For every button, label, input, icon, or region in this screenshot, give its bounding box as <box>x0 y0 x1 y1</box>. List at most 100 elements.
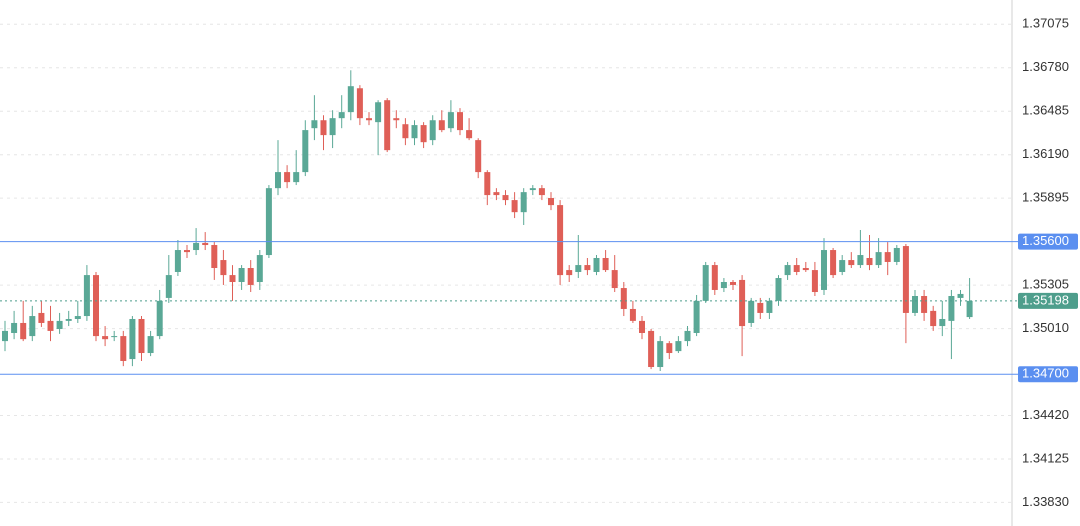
candle-body <box>666 343 673 354</box>
candle-body <box>65 318 72 321</box>
y-tick-label: 1.34125 <box>1022 450 1069 465</box>
candle-body <box>493 192 500 196</box>
candle-body <box>120 336 127 361</box>
y-tick-label: 1.35305 <box>1022 277 1069 292</box>
y-tick-label: 1.36780 <box>1022 59 1069 74</box>
candle-body <box>757 302 764 313</box>
candle-body <box>56 320 63 330</box>
candle-body <box>702 265 709 301</box>
line-label-box <box>1018 366 1078 383</box>
candle-body <box>338 112 345 119</box>
candle-body <box>684 330 691 342</box>
candle-body <box>275 172 281 189</box>
candle-body <box>511 200 518 213</box>
candle-body <box>639 320 645 333</box>
candle-body <box>256 255 263 283</box>
candle-body <box>830 250 837 276</box>
candle-body <box>720 282 727 289</box>
candle-body <box>711 265 718 290</box>
candle-body <box>557 205 564 276</box>
candle-body <box>675 341 682 352</box>
candle-body <box>129 318 136 360</box>
price-label-box <box>1018 292 1078 309</box>
candle-body <box>202 242 209 246</box>
candle-body <box>375 102 382 123</box>
candle-body <box>29 316 36 337</box>
candle-body <box>147 336 154 354</box>
candle-body <box>839 260 846 272</box>
candle-body <box>775 278 782 301</box>
candle-body <box>548 198 554 206</box>
candle-body <box>284 172 291 183</box>
candle-body <box>520 192 527 213</box>
candle-body <box>411 125 418 139</box>
candle-body <box>857 255 864 266</box>
candle-body <box>38 312 45 323</box>
candle-body <box>629 308 636 321</box>
candle-body <box>730 282 736 285</box>
candle-body <box>47 320 54 331</box>
line-label: 1.35600 <box>1022 233 1069 248</box>
candle-body <box>739 279 746 327</box>
line-label-box <box>1018 233 1078 250</box>
y-tick-label: 1.35010 <box>1022 320 1069 335</box>
candle-body <box>238 268 245 283</box>
candle-body <box>320 120 327 136</box>
candle-body <box>247 268 254 285</box>
candle-body <box>229 275 236 283</box>
candle-body <box>11 322 18 333</box>
candle-body <box>893 247 900 262</box>
candle-body <box>438 120 445 131</box>
candle-body <box>484 172 491 196</box>
candle-body <box>384 100 391 151</box>
line-label: 1.34700 <box>1022 366 1069 381</box>
candle-body <box>402 124 409 139</box>
candle-body <box>784 265 791 276</box>
candle-body <box>347 86 354 113</box>
candle-body <box>966 300 973 318</box>
candle-body <box>912 296 918 313</box>
candle-body <box>793 265 800 272</box>
candle-body <box>329 118 336 136</box>
candle-body <box>811 270 818 293</box>
candle-body <box>930 310 937 327</box>
candle-body <box>766 300 773 313</box>
candle-body <box>111 336 118 338</box>
candle-body <box>529 188 536 191</box>
candle-body <box>211 245 218 269</box>
candle-body <box>165 275 172 298</box>
candle-body <box>902 246 909 313</box>
candle-body <box>611 270 618 289</box>
candle-body <box>538 188 545 196</box>
candle-body <box>420 125 427 143</box>
candle-body <box>748 300 755 323</box>
candle-body <box>74 316 81 319</box>
candle-body <box>475 140 482 173</box>
price-label: 1.35198 <box>1022 292 1069 307</box>
candle-body <box>575 265 582 272</box>
candle-body <box>220 260 227 276</box>
candle-body <box>602 257 609 271</box>
candle-body <box>693 300 700 333</box>
candle-body <box>193 242 200 251</box>
y-tick-label: 1.36485 <box>1022 103 1069 118</box>
candle-body <box>138 318 145 354</box>
y-tick-label: 1.35895 <box>1022 190 1069 205</box>
candle-body <box>429 120 436 141</box>
candle-body <box>393 118 400 121</box>
candle-body <box>566 270 573 276</box>
candle-body <box>293 172 300 183</box>
candle-body <box>939 318 946 327</box>
candle-body <box>957 293 964 298</box>
candle-body <box>102 336 109 340</box>
candle-body <box>156 300 163 337</box>
y-tick-label: 1.33830 <box>1022 494 1069 509</box>
candle-body <box>648 330 655 368</box>
candle-body <box>948 296 955 321</box>
candle-body <box>457 112 463 131</box>
candle-body <box>83 275 90 317</box>
candle-body <box>875 252 882 266</box>
candle-body <box>302 130 309 173</box>
candle-body <box>848 260 855 266</box>
candle-body <box>921 296 928 313</box>
